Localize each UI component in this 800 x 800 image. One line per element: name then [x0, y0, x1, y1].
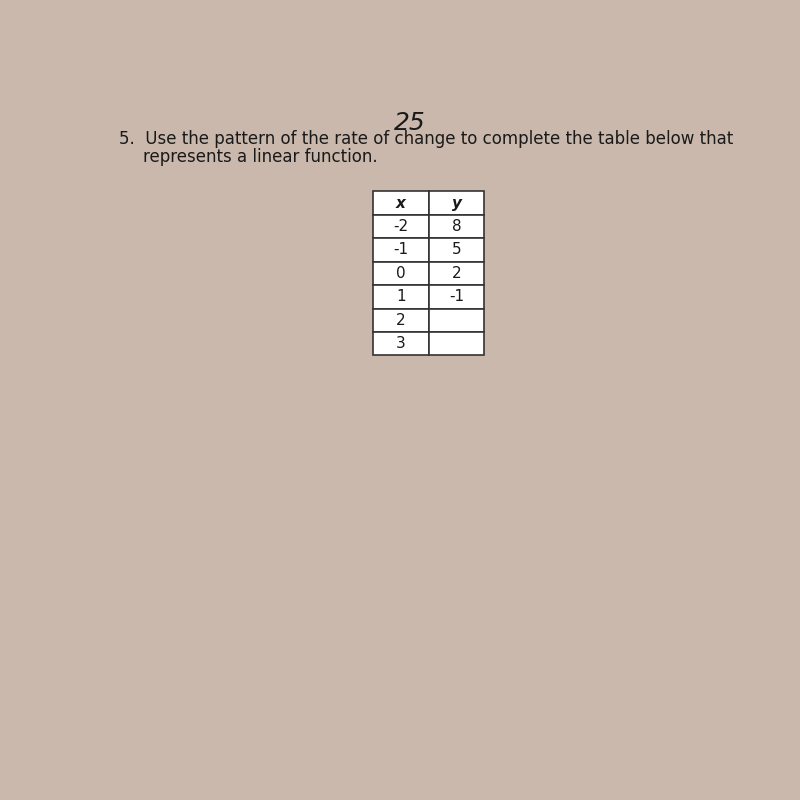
Bar	[373, 332, 429, 355]
Text: 25: 25	[394, 111, 426, 135]
Text: 5.  Use the pattern of the rate of change to complete the table below that: 5. Use the pattern of the rate of change…	[118, 130, 733, 148]
Bar	[429, 262, 485, 285]
Text: -1: -1	[393, 242, 408, 258]
Text: y: y	[451, 196, 462, 210]
Text: 2: 2	[396, 313, 406, 328]
Text: x: x	[396, 196, 406, 210]
Text: -1: -1	[449, 290, 464, 304]
Text: represents a linear function.: represents a linear function.	[143, 148, 378, 166]
Text: 1: 1	[396, 290, 406, 304]
Bar	[373, 309, 429, 332]
Bar	[373, 285, 429, 309]
Bar	[429, 215, 485, 238]
Text: 0: 0	[396, 266, 406, 281]
Text: 8: 8	[452, 219, 462, 234]
Bar	[429, 309, 485, 332]
Bar	[429, 238, 485, 262]
Bar	[429, 285, 485, 309]
Text: 5: 5	[452, 242, 462, 258]
Text: 2: 2	[452, 266, 462, 281]
Bar	[373, 262, 429, 285]
Bar	[429, 191, 485, 215]
Bar	[373, 191, 429, 215]
Bar	[373, 215, 429, 238]
Bar	[373, 238, 429, 262]
Bar	[429, 332, 485, 355]
Text: 3: 3	[396, 336, 406, 351]
Text: -2: -2	[393, 219, 408, 234]
